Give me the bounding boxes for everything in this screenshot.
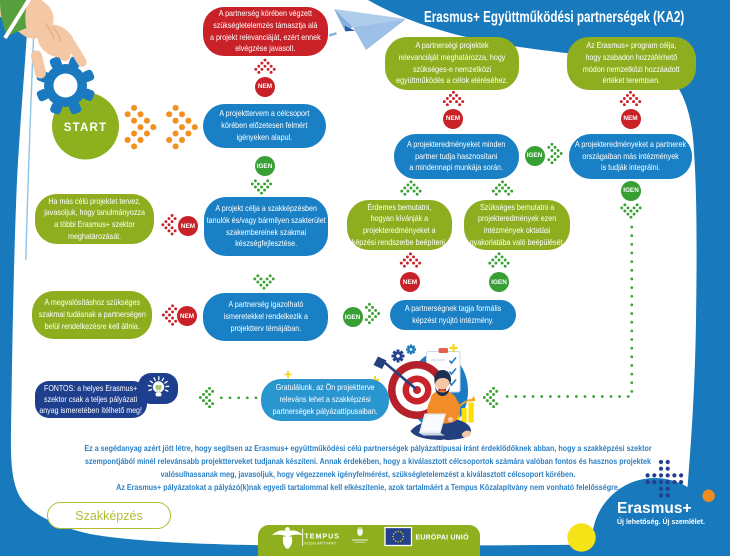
svg-text:EURÓPAI UNIÓ: EURÓPAI UNIÓ — [416, 533, 470, 542]
svg-text:TEMPUS: TEMPUS — [305, 531, 340, 540]
svg-text:KÖZALAPÍTVÁNY: KÖZALAPÍTVÁNY — [305, 541, 337, 545]
svg-text:START: START — [64, 122, 107, 134]
